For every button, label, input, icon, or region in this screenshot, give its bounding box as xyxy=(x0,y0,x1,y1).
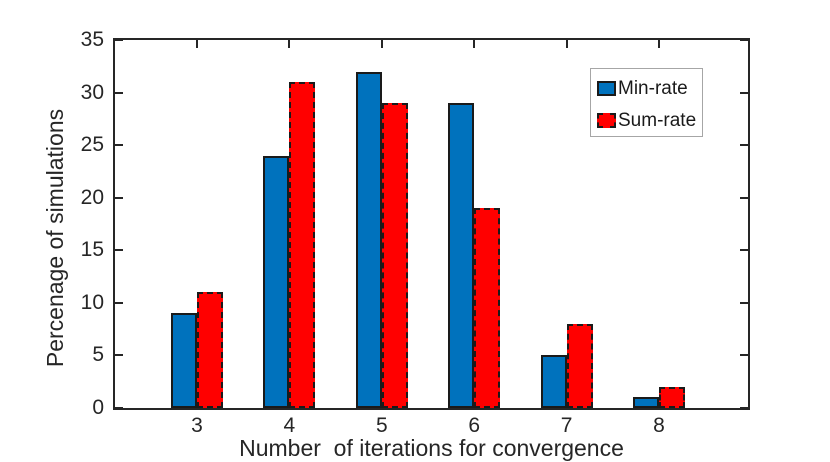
legend-item-sum-rate: Sum-rate xyxy=(597,109,697,131)
y-tick-label: 5 xyxy=(92,343,104,367)
y-tick-label: 20 xyxy=(80,185,104,209)
y-tick-left xyxy=(115,354,123,357)
x-tick-top xyxy=(288,40,291,48)
plot-area: Min-rate Sum-rate xyxy=(113,38,750,410)
x-tick-label: 4 xyxy=(283,414,296,437)
y-tick-right xyxy=(740,144,748,147)
x-tick-label: 8 xyxy=(653,414,665,437)
x-tick-top xyxy=(196,40,198,48)
x-tick-top xyxy=(380,40,383,48)
y-tick-label: 0 xyxy=(92,396,104,419)
bar-min-rate-7 xyxy=(540,355,567,408)
bar-min-rate-4 xyxy=(263,156,290,408)
y-tick-left xyxy=(115,91,123,94)
bar-sum-rate-7 xyxy=(566,324,593,408)
bar-min-rate-8 xyxy=(633,397,659,408)
y-tick-right xyxy=(740,39,748,41)
y-tick-label: 25 xyxy=(80,133,104,157)
sum-rate-swatch-icon xyxy=(597,112,616,128)
y-tick-left xyxy=(115,249,123,252)
y-tick-left xyxy=(115,144,123,147)
y-tick-right xyxy=(740,301,748,304)
y-tick-left xyxy=(115,39,123,41)
y-tick-label: 30 xyxy=(80,80,104,104)
bar-sum-rate-4 xyxy=(289,82,316,408)
y-tick-label: 35 xyxy=(80,28,104,51)
y-tick-right xyxy=(740,91,748,94)
x-axis-label: Number of iterations for convergence xyxy=(239,435,624,461)
legend-item-min-rate: Min-rate xyxy=(597,77,688,99)
y-tick-right xyxy=(740,354,748,357)
x-tick-top xyxy=(565,40,568,48)
x-tick-top xyxy=(658,40,660,48)
x-tick-label: 7 xyxy=(560,414,573,437)
legend-label-sum-rate: Sum-rate xyxy=(618,109,697,131)
x-tick-label: 5 xyxy=(375,414,388,437)
y-tick-label: 15 xyxy=(80,238,104,262)
y-tick-left xyxy=(115,196,123,199)
min-rate-swatch-icon xyxy=(597,80,616,96)
x-tick-label: 6 xyxy=(468,414,481,437)
bar-sum-rate-5 xyxy=(381,103,408,408)
y-tick-left xyxy=(115,301,123,304)
bar-min-rate-6 xyxy=(448,103,475,408)
y-tick-right xyxy=(740,407,748,409)
bar-min-rate-5 xyxy=(355,72,382,408)
y-tick-right xyxy=(740,249,748,252)
bar-sum-rate-3 xyxy=(197,292,223,408)
y-tick-right xyxy=(740,196,748,199)
legend-label-min-rate: Min-rate xyxy=(618,77,688,99)
y-tick-label: 10 xyxy=(80,290,104,314)
bar-sum-rate-8 xyxy=(659,387,685,408)
y-tick-left xyxy=(115,407,123,409)
x-tick-label: 3 xyxy=(191,414,203,437)
legend: Min-rate Sum-rate xyxy=(590,68,703,137)
bar-min-rate-3 xyxy=(171,313,197,408)
x-tick-top xyxy=(473,40,476,48)
bar-sum-rate-6 xyxy=(474,208,501,408)
